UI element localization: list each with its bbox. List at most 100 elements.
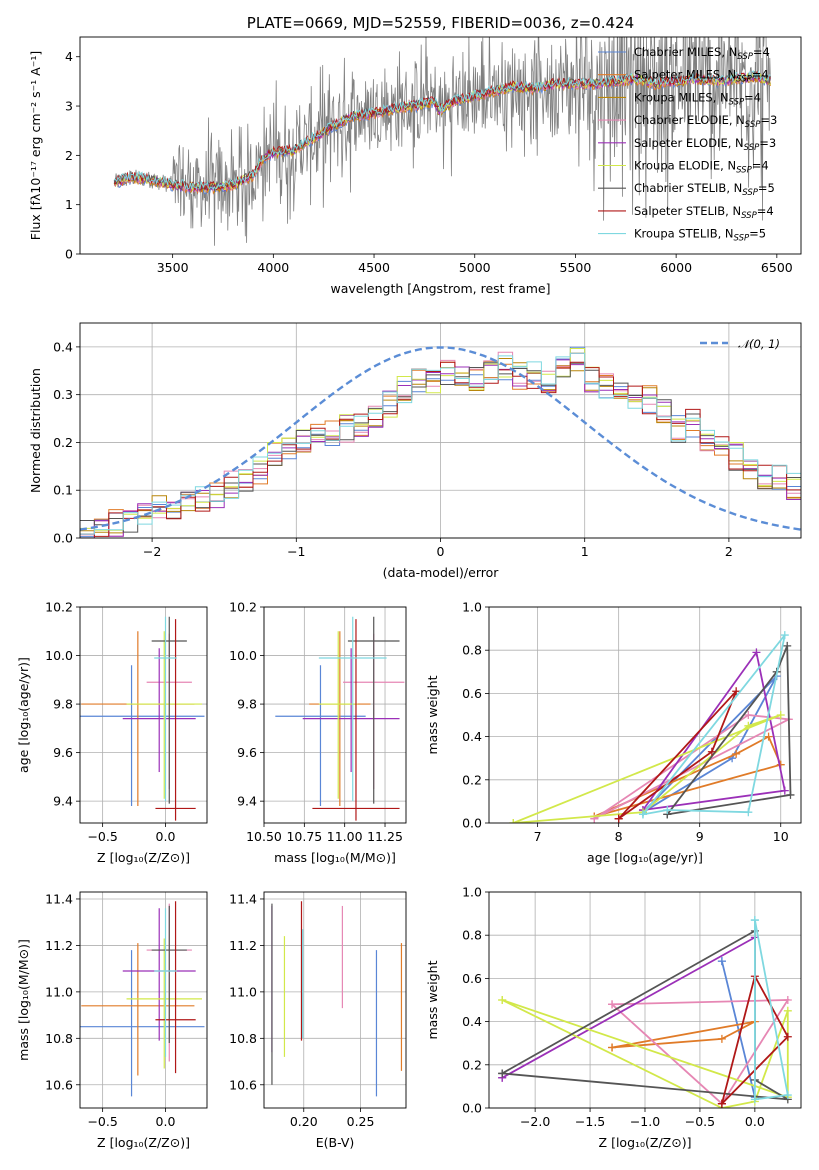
weight-marker bbox=[764, 732, 773, 741]
y-tick-label: 10.8 bbox=[229, 1031, 257, 1046]
weight-line bbox=[512, 714, 782, 823]
weight-marker bbox=[608, 1043, 617, 1052]
y-tick-label: 0.8 bbox=[462, 643, 482, 658]
legend-label: Salpeter STELIB, NSSP=4 bbox=[634, 204, 774, 221]
y-tick-label: 0.0 bbox=[53, 531, 73, 546]
axes-frame bbox=[488, 891, 802, 1109]
weight-marker bbox=[783, 1091, 792, 1100]
y-tick-label: 9.6 bbox=[53, 745, 73, 760]
errorbar-point bbox=[312, 619, 400, 821]
x-axis-label: Z [log₁₀(Z/Z⊙)] bbox=[97, 1135, 190, 1150]
y-tick-label: 1.0 bbox=[462, 600, 482, 615]
weight-marker bbox=[752, 648, 761, 657]
x-tick-label: −0.5 bbox=[87, 1114, 117, 1129]
chart-title: PLATE=0669, MJD=52559, FIBERID=0036, z=0… bbox=[247, 14, 634, 32]
age-vs-Z-panel: −0.5 0.0 9.4 9.6 9.8 10.0 10.2 Z [log₁₀(Z/Z⊙)] a… bbox=[16, 600, 208, 865]
y-tick-label: 4 bbox=[65, 49, 73, 64]
weight-marker bbox=[498, 1069, 507, 1078]
y-tick-label: 9.8 bbox=[53, 697, 73, 712]
y-tick-label: 11.4 bbox=[45, 891, 73, 906]
errorbar-point bbox=[80, 950, 205, 1097]
weight-marker bbox=[608, 1000, 617, 1009]
weight-marker bbox=[744, 711, 753, 719]
x-axis-label: Z [log₁₀(Z/Z⊙)] bbox=[599, 1135, 692, 1150]
y-tick-label: 0.0 bbox=[462, 1101, 482, 1116]
weight-line bbox=[642, 634, 786, 816]
weight-marker bbox=[638, 810, 647, 819]
x-tick-label: 10.75 bbox=[286, 829, 322, 844]
errorbar-point bbox=[155, 901, 196, 1074]
x-tick-label: 8 bbox=[615, 829, 623, 844]
x-tick-label: 4000 bbox=[257, 260, 289, 275]
weight-marker bbox=[717, 1099, 726, 1108]
weight-marker bbox=[744, 721, 753, 730]
errorbar-point bbox=[154, 616, 177, 802]
weight-marker bbox=[780, 631, 789, 640]
x-axis-label: mass [log₁₀(M/M⊙)] bbox=[274, 850, 396, 865]
errorbar-point bbox=[122, 908, 196, 1041]
weight-marker bbox=[732, 687, 741, 696]
weight-marker bbox=[786, 790, 795, 799]
weight-marker bbox=[498, 996, 507, 1004]
x-axis-label: E(B-V) bbox=[316, 1135, 355, 1150]
weight-marker bbox=[717, 1034, 726, 1043]
errorbar-point bbox=[151, 616, 187, 804]
axes-frame bbox=[79, 322, 802, 539]
errorbar-point bbox=[151, 905, 187, 1043]
gaussian-curve bbox=[80, 346, 801, 531]
x-tick-label: 0.0 bbox=[156, 829, 176, 844]
weight-marker bbox=[780, 786, 789, 795]
observed-spectrum-line bbox=[113, 37, 771, 246]
y-tick-label: 0.4 bbox=[462, 729, 482, 744]
errorbar-point bbox=[81, 943, 195, 1076]
x-tick-label: 4500 bbox=[358, 260, 390, 275]
weight-marker bbox=[783, 641, 792, 650]
errorbar-point bbox=[126, 631, 202, 799]
x-tick-label: −1 bbox=[287, 544, 305, 559]
legend-label: Chabrier ELODIE, NSSP=3 bbox=[634, 113, 777, 130]
errorbar-point bbox=[318, 616, 387, 802]
x-tick-label: 6500 bbox=[761, 260, 793, 275]
x-tick-label: −1.0 bbox=[630, 1114, 660, 1129]
x-tick-label: 5000 bbox=[459, 260, 491, 275]
weight-marker bbox=[663, 806, 672, 815]
mass-vs-Z-panel: −0.5 0.0 10.6 10.8 11.0 11.2 11.4 Z [log₁₀(Z/Z⊙… bbox=[16, 891, 208, 1150]
x-axis-label: (data-model)/error bbox=[383, 565, 500, 580]
weight-marker bbox=[509, 819, 518, 823]
errorbar-point bbox=[318, 631, 358, 799]
x-axis-label: wavelength [Angstrom, rest frame] bbox=[330, 281, 550, 296]
y-tick-label: 0.0 bbox=[462, 816, 482, 831]
x-tick-label: 7 bbox=[534, 829, 542, 844]
y-axis-label: mass weight bbox=[425, 675, 440, 754]
y-tick-label: 9.4 bbox=[53, 794, 73, 809]
x-tick-label: 6000 bbox=[660, 260, 692, 275]
y-tick-label: 10.8 bbox=[45, 1031, 73, 1046]
weight-marker bbox=[707, 747, 716, 756]
x-tick-label: 5500 bbox=[560, 260, 592, 275]
legend-label: Kroupa STELIB, NSSP=5 bbox=[634, 227, 766, 244]
x-tick-label: 1 bbox=[581, 544, 589, 559]
legend-label: Kroupa ELODIE, NSSP=4 bbox=[634, 159, 769, 176]
y-tick-label: 11.2 bbox=[45, 938, 73, 953]
axes-frame bbox=[79, 606, 208, 824]
axes-frame bbox=[79, 891, 208, 1109]
x-tick-label: 11.00 bbox=[327, 829, 363, 844]
x-tick-label: 10 bbox=[773, 829, 789, 844]
weight-marker bbox=[732, 749, 741, 758]
histogram-step-kroupa-miles bbox=[80, 358, 801, 534]
x-tick-label: 3500 bbox=[157, 260, 189, 275]
legend-label: Kroupa MILES, NSSP=4 bbox=[634, 90, 761, 107]
x-tick-label: 11.25 bbox=[367, 829, 403, 844]
x-tick-label: 0.0 bbox=[745, 1114, 765, 1129]
y-tick-label: 0.2 bbox=[462, 1057, 482, 1072]
x-tick-label: −0.5 bbox=[685, 1114, 715, 1129]
weight-marker bbox=[717, 957, 726, 966]
y-axis-label: Normed distribution bbox=[28, 368, 43, 493]
weight-series-salpeter-elodie bbox=[498, 933, 759, 1082]
y-tick-label: 0.2 bbox=[462, 772, 482, 787]
y-tick-label: 9.6 bbox=[237, 745, 257, 760]
weight-marker bbox=[750, 916, 759, 925]
y-tick-label: 1 bbox=[65, 197, 73, 212]
weight-line bbox=[754, 919, 789, 1101]
